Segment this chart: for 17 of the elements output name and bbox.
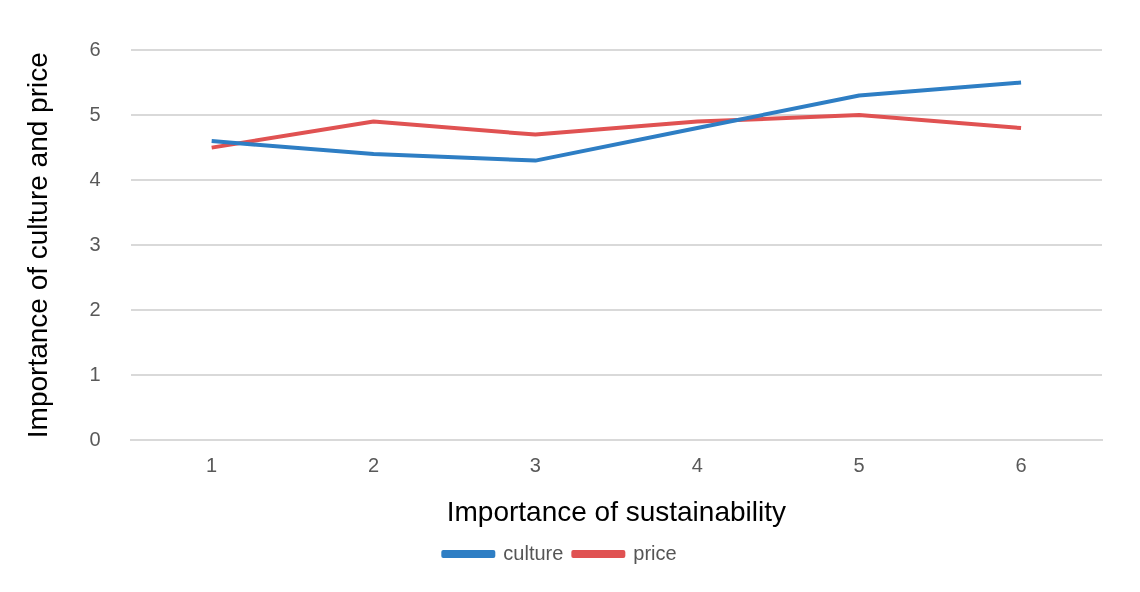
x-tick-label: 6 [1015, 453, 1027, 476]
y-tick-label: 1 [89, 362, 101, 385]
y-axis-title: Importance of culture and price [21, 52, 53, 439]
x-tick-label: 4 [691, 453, 703, 476]
y-tick-label: 5 [89, 102, 101, 125]
x-axis-title: Importance of sustainability [446, 495, 786, 527]
y-tick-label: 2 [89, 297, 101, 320]
y-tick-label: 4 [89, 167, 101, 190]
x-tick-label: 5 [853, 453, 865, 476]
x-tick-label: 3 [529, 453, 541, 476]
legend-label: culture [503, 541, 564, 564]
x-tick-label: 1 [206, 453, 218, 476]
y-tick-label: 6 [89, 37, 101, 60]
y-tick-label: 3 [89, 232, 101, 255]
x-tick-label: 2 [367, 453, 380, 476]
y-tick-label: 0 [89, 427, 101, 450]
legend-label: price [633, 541, 677, 564]
